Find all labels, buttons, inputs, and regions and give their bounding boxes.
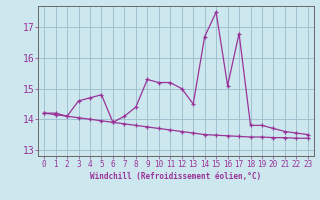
X-axis label: Windchill (Refroidissement éolien,°C): Windchill (Refroidissement éolien,°C) <box>91 172 261 181</box>
